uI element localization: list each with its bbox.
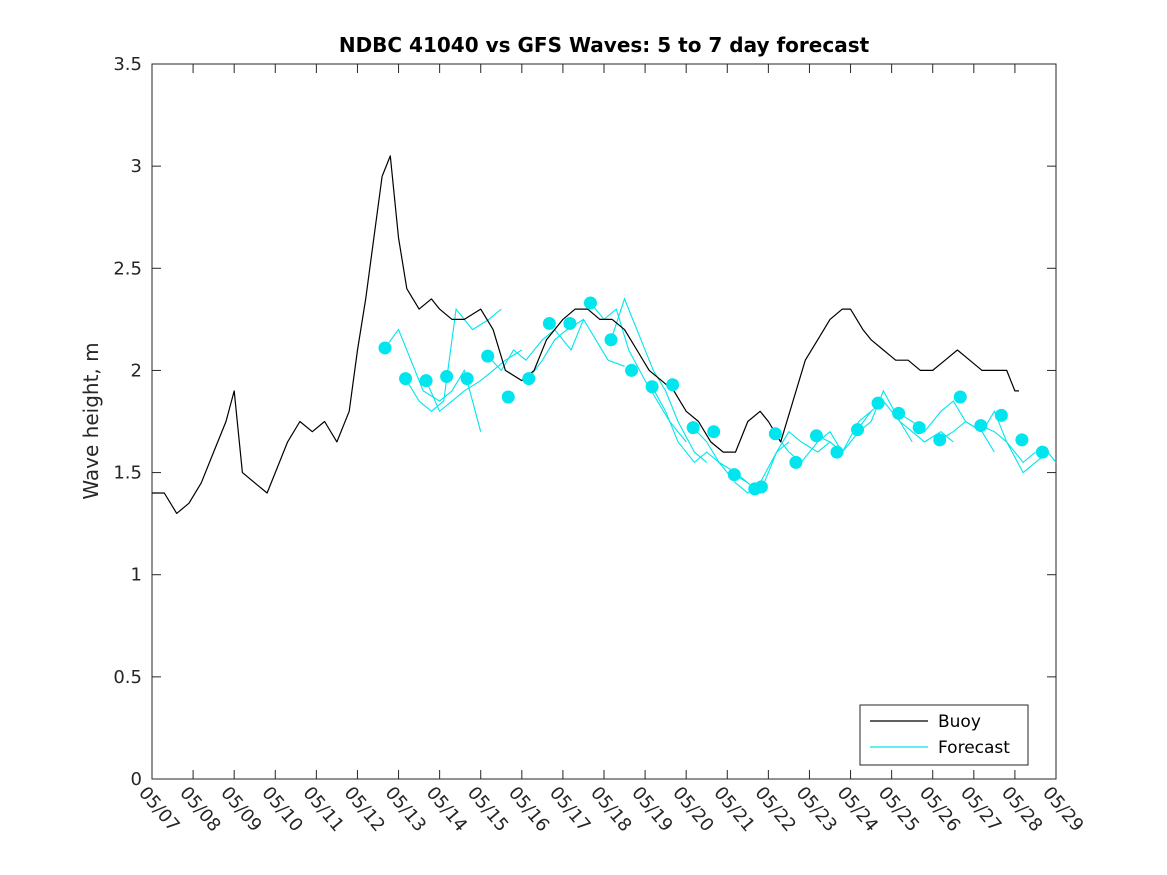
x-tick-label: 05/11 [299, 783, 348, 836]
y-tick-label: 1.5 [113, 463, 142, 484]
x-tick-label: 05/15 [463, 783, 512, 836]
x-tick-label: 05/16 [504, 783, 553, 836]
forecast-marker [419, 374, 433, 388]
forecast-marker [994, 408, 1008, 422]
forecast-marker [953, 390, 967, 404]
chart-title: NDBC 41040 vs GFS Waves: 5 to 7 day fore… [339, 33, 870, 57]
x-tick-label: 05/23 [792, 783, 841, 836]
forecast-marker [645, 380, 659, 394]
y-tick-label: 3.5 [113, 54, 142, 75]
forecast-marker [481, 349, 495, 363]
forecast-line [610, 297, 708, 463]
legend-forecast-label: Forecast [938, 738, 1010, 758]
forecast-marker [912, 421, 926, 435]
x-tick-label: 05/22 [751, 783, 800, 836]
x-tick-label: 05/29 [1038, 783, 1087, 836]
forecast-marker [1015, 433, 1029, 447]
buoy-line [152, 155, 1019, 515]
forecast-marker [501, 390, 515, 404]
forecast-marker [378, 341, 392, 355]
legend: Buoy Forecast [859, 704, 1029, 766]
forecast-marker [892, 406, 906, 420]
forecast-marker [727, 468, 741, 482]
y-tick-label: 3 [131, 156, 142, 177]
y-tick-label: 1 [131, 565, 142, 586]
y-tick-label: 0.5 [113, 667, 142, 688]
forecast-line [384, 328, 482, 432]
forecast-marker [542, 316, 556, 330]
forecast-marker [789, 455, 803, 469]
x-tick-label: 05/20 [668, 783, 717, 836]
x-tick-label: 05/24 [833, 783, 882, 836]
legend-box [859, 704, 1029, 766]
x-tick-label: 05/08 [175, 783, 224, 836]
forecast-marker [440, 370, 454, 384]
forecast-marker [625, 363, 639, 377]
forecast-marker [754, 480, 768, 494]
forecast-line [734, 430, 831, 494]
y-axis-label: Wave height, m [79, 342, 103, 499]
y-tick-label: 0 [131, 769, 142, 790]
forecast-marker [768, 427, 782, 441]
x-tick-label: 05/27 [956, 783, 1005, 836]
forecast-marker [666, 378, 680, 392]
forecast-marker [707, 425, 721, 439]
forecast-marker [933, 433, 947, 447]
x-tick-label: 05/07 [134, 783, 183, 836]
forecast-marker [583, 296, 597, 310]
forecast-marker [686, 421, 700, 435]
forecast-line [405, 307, 502, 413]
forecast-marker [460, 372, 474, 386]
x-tick-label: 05/09 [216, 783, 265, 836]
forecast-line [589, 302, 687, 443]
x-tick-label: 05/25 [874, 783, 923, 836]
forecast-line [487, 319, 585, 372]
y-axis-ticks: 0 0.5 1 1.5 2 2.5 3 3.5 [113, 54, 1056, 790]
x-tick-label: 05/10 [257, 783, 306, 836]
forecast-line [692, 427, 790, 494]
x-tick-label: 05/21 [709, 783, 758, 836]
x-tick-label: 05/14 [422, 783, 471, 836]
x-tick-label: 05/13 [381, 783, 430, 836]
legend-buoy-label: Buoy [938, 712, 981, 732]
forecast-marker [604, 333, 618, 347]
plot-area [151, 63, 1057, 780]
forecast-marker [851, 423, 865, 437]
x-tick-label: 05/19 [627, 783, 676, 836]
forecast-marker [399, 372, 413, 386]
forecast-line [939, 410, 1036, 464]
forecast-marker [563, 316, 577, 330]
forecast-marker [809, 429, 823, 443]
forecast-marker [830, 445, 844, 459]
y-tick-label: 2.5 [113, 258, 142, 279]
forecast-marker [871, 396, 885, 410]
x-tick-label: 05/26 [915, 783, 964, 836]
forecast-marker [974, 419, 988, 433]
x-tick-label: 05/17 [545, 783, 594, 836]
y-tick-label: 2 [131, 360, 142, 381]
forecast-marker [1035, 445, 1049, 459]
axes-box [151, 63, 1057, 780]
forecast-line [857, 400, 954, 443]
forecast-marker [522, 372, 536, 386]
x-tick-label: 05/28 [997, 783, 1046, 836]
x-tick-label: 05/18 [586, 783, 635, 836]
x-tick-label: 05/12 [340, 783, 389, 836]
